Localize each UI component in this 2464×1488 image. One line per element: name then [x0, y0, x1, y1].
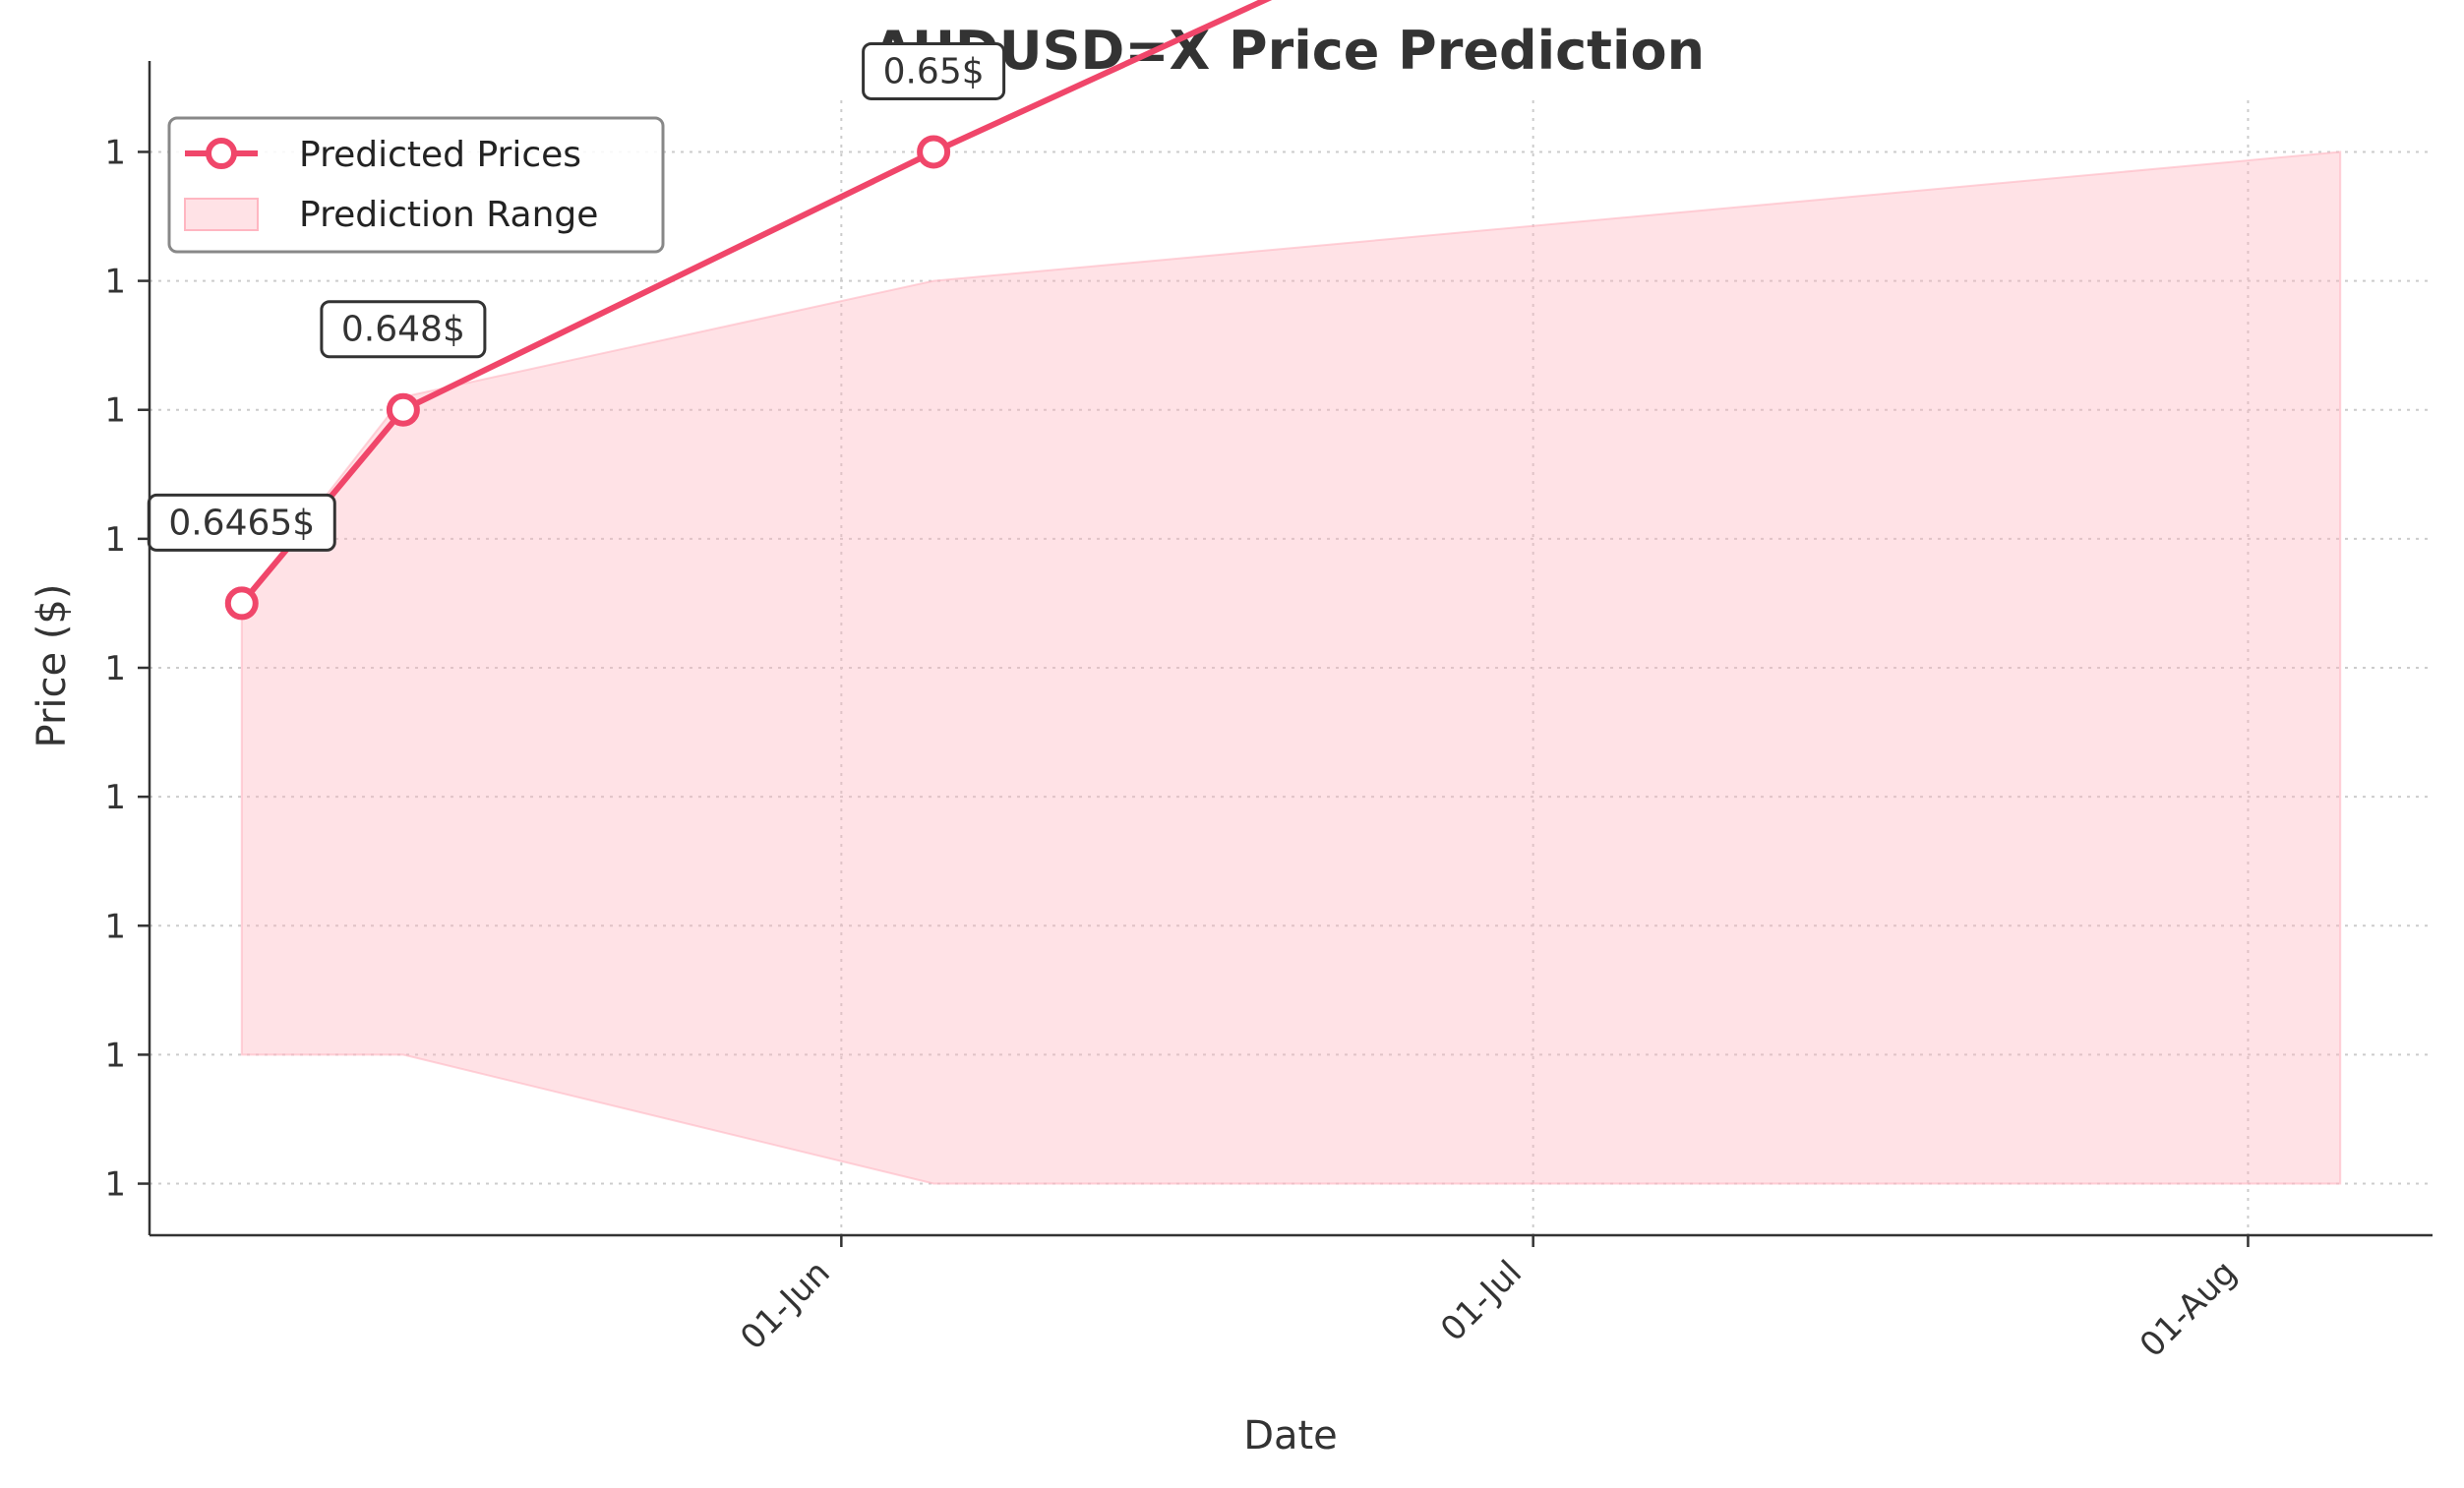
y-tick-label: 1 [104, 907, 126, 946]
data-label-box [320, 300, 487, 359]
chart-title: AUDUSD=X Price Prediction [872, 20, 1705, 82]
legend-marker-swatch [206, 138, 237, 169]
data-label-box [862, 41, 1006, 100]
legend-entry-predicted-prices: Predicted Prices [299, 135, 581, 175]
y-tick-label: 1 [104, 520, 126, 560]
predicted-price-point [917, 135, 951, 169]
y-tick-label: 1 [104, 649, 126, 688]
x-axis-label: Date [1243, 1413, 1338, 1458]
legend-range-swatch [184, 198, 259, 231]
legend-frame [167, 116, 665, 254]
prediction-range-band [240, 150, 2342, 1185]
x-tick-label: 01-Aug [2133, 1253, 2245, 1365]
x-tick-label: 01-Jun [733, 1253, 837, 1357]
y-axis-label: Price ($) [30, 584, 75, 748]
y-tick-label: 1 [104, 778, 126, 817]
predicted-price-point [224, 586, 259, 621]
y-tick-label: 1 [104, 133, 126, 172]
data-label: 0.6465$ [168, 503, 315, 543]
data-labels: 0.6465$0.648$0.65$0.655$ [147, 41, 1006, 552]
data-label: 0.65$ [883, 51, 985, 91]
y-tick-label: 1 [104, 391, 126, 431]
prediction-range-area [240, 150, 2342, 1185]
y-tick-label: 1 [104, 263, 126, 302]
legend-entry-prediction-range: Prediction Range [299, 195, 598, 235]
grid-lines [150, 100, 2433, 1235]
x-tick-label: 01-Jul [1433, 1253, 1530, 1349]
legend: Predicted Prices Prediction Range [167, 116, 665, 254]
y-tick-label: 1 [104, 1036, 126, 1075]
data-label: 0.648$ [341, 310, 465, 350]
predicted-price-point [386, 392, 420, 427]
y-tick-label: 1 [104, 1165, 126, 1205]
